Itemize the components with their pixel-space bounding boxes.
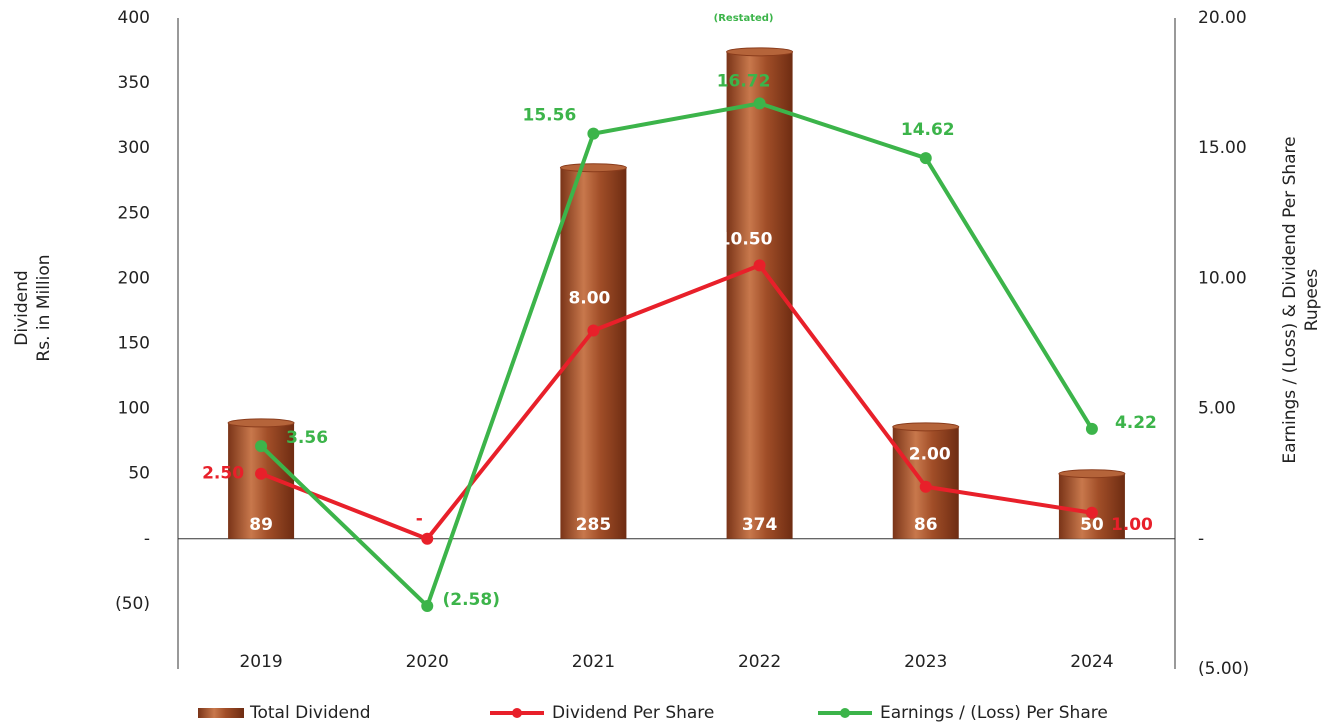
bar-body xyxy=(1058,473,1125,539)
bar-top xyxy=(1058,469,1126,479)
y-axis-title: Rs. in Million xyxy=(34,254,54,361)
annotation: (Restated) xyxy=(714,13,774,24)
data-label: 4.22 xyxy=(1115,413,1157,433)
bar xyxy=(559,163,627,539)
line-point xyxy=(587,127,600,140)
bar-label: 285 xyxy=(576,515,612,535)
bar xyxy=(1058,469,1126,539)
y-tick-label: (50) xyxy=(115,594,150,614)
line-point xyxy=(255,467,268,480)
bar-top xyxy=(726,47,794,57)
y-tick-label: 300 xyxy=(118,138,150,158)
data-label: 16.72 xyxy=(717,71,771,91)
bar-label: 86 xyxy=(914,515,938,535)
legend-swatch xyxy=(198,708,244,718)
data-label: 10.50 xyxy=(719,229,773,249)
bar-label: 374 xyxy=(742,515,778,535)
data-label: - xyxy=(416,509,423,529)
line-point xyxy=(919,152,932,165)
line-point xyxy=(1085,422,1098,435)
line-point xyxy=(753,259,766,272)
y2-tick-label: 15.00 xyxy=(1198,138,1247,158)
bar-label: 89 xyxy=(249,515,273,535)
y-tick-label: 400 xyxy=(118,8,150,28)
x-tick-label: 2024 xyxy=(1070,652,1113,672)
line-point xyxy=(255,440,268,453)
y-tick-label: 100 xyxy=(118,399,150,419)
bar-top xyxy=(227,418,295,428)
line-point xyxy=(587,324,600,337)
y2-tick-label: 5.00 xyxy=(1198,399,1236,419)
y-tick-label: - xyxy=(144,529,150,549)
y2-axis-title: Rupees xyxy=(1302,269,1322,332)
y-tick-label: 50 xyxy=(128,464,150,484)
data-label: 1.00 xyxy=(1111,515,1153,535)
legend-label: Total Dividend xyxy=(249,703,371,723)
x-tick-label: 2021 xyxy=(572,652,615,672)
data-label: 15.56 xyxy=(523,106,577,126)
line-point xyxy=(421,599,434,612)
line-point xyxy=(421,532,434,545)
y-tick-label: 150 xyxy=(118,334,150,354)
data-label: 2.00 xyxy=(909,445,951,465)
data-label: 2.50 xyxy=(202,464,244,484)
legend-label: Dividend Per Share xyxy=(552,703,714,723)
legend-swatch xyxy=(512,708,522,718)
x-tick-label: 2023 xyxy=(904,652,947,672)
line xyxy=(260,262,1093,542)
x-tick-label: 2022 xyxy=(738,652,781,672)
y2-tick-label: 20.00 xyxy=(1198,8,1247,28)
y-tick-label: 250 xyxy=(118,203,150,223)
x-tick-label: 2019 xyxy=(239,652,282,672)
bar-top xyxy=(559,163,627,173)
data-label: 3.56 xyxy=(286,428,328,448)
y-tick-label: 200 xyxy=(118,268,150,288)
bar-top xyxy=(892,422,960,432)
data-label: 8.00 xyxy=(568,288,610,308)
y-tick-label: 350 xyxy=(118,73,150,93)
x-tick-label: 2020 xyxy=(406,652,449,672)
y2-axis-title: Earnings / (Loss) & Dividend Per Share xyxy=(1280,136,1300,463)
bar-body xyxy=(560,167,627,539)
y2-tick-label: - xyxy=(1198,529,1204,549)
line-point xyxy=(1085,506,1098,519)
y-axis-title: Dividend xyxy=(12,270,32,345)
line-point xyxy=(919,480,932,493)
data-label: (2.58) xyxy=(443,590,500,610)
y2-tick-label: (5.00) xyxy=(1198,659,1249,679)
line-point xyxy=(753,97,766,110)
legend-label: Earnings / (Loss) Per Share xyxy=(880,703,1108,723)
line xyxy=(259,101,1094,610)
legend-swatch xyxy=(840,708,850,718)
bar-label: 50 xyxy=(1080,515,1104,535)
y2-tick-label: 10.00 xyxy=(1198,268,1247,288)
data-label: 14.62 xyxy=(901,120,955,140)
